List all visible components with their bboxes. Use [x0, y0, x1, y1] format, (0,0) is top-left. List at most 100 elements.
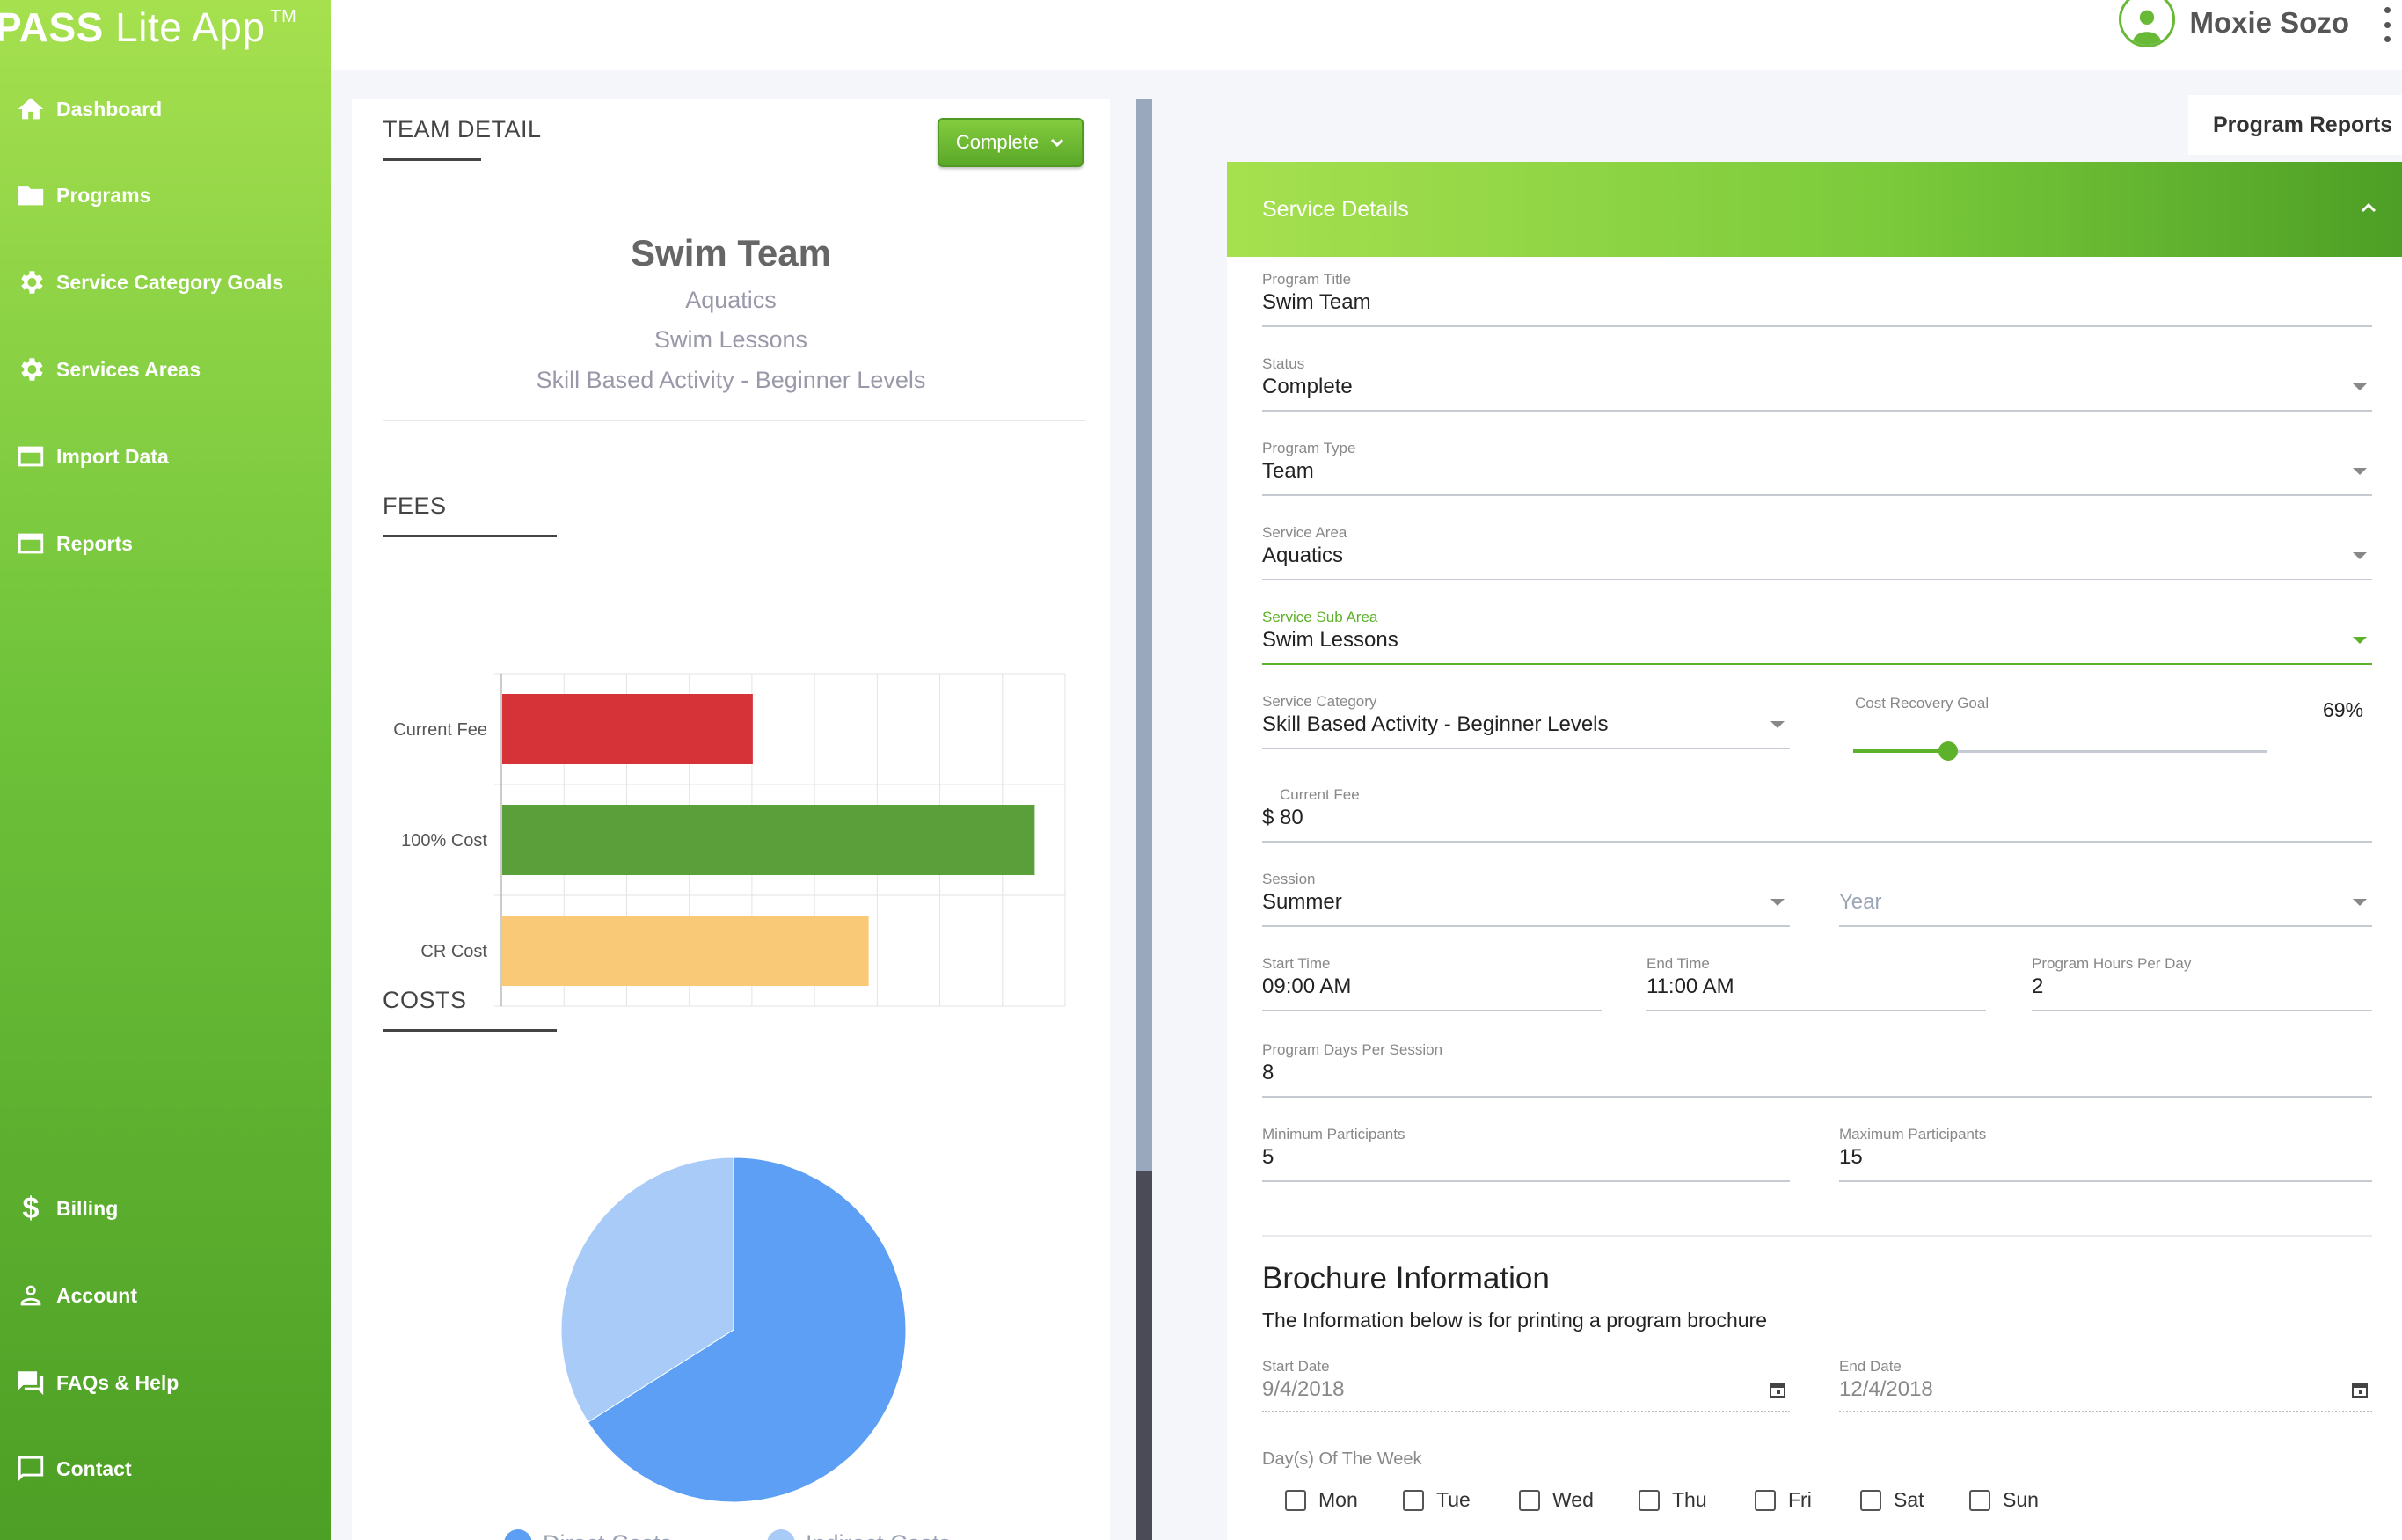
sidebar-item-programs[interactable]: Programs [0, 169, 331, 222]
checkbox-sat[interactable]: Sat [1860, 1488, 1924, 1512]
service-sub-area-select[interactable]: Service Sub Area Swim Lessons [1262, 609, 2372, 665]
more-options-icon[interactable] [2381, 7, 2393, 42]
end-time-field[interactable]: End Time 11:00 AM [1646, 955, 1986, 1011]
checkbox-box[interactable] [1860, 1489, 1881, 1511]
sidebar-item-label: Contact [56, 1456, 132, 1480]
folder-icon [14, 179, 47, 212]
checkbox-mon[interactable]: Mon [1285, 1488, 1358, 1512]
checkbox-box[interactable] [1403, 1489, 1424, 1511]
checkbox-box[interactable] [1969, 1489, 1990, 1511]
sidebar-item-import-data[interactable]: Import Data [0, 430, 331, 483]
brochure-title: Brochure Information [1262, 1261, 1550, 1295]
current-fee-field[interactable]: Current Fee $ 80 [1262, 786, 2372, 843]
cost-recovery-slider-fill [1853, 749, 1949, 753]
year-select[interactable]: Year [1839, 871, 2372, 927]
service-area-select[interactable]: Service Area Aquatics [1262, 524, 2372, 580]
days-per-session-field[interactable]: Program Days Per Session 8 [1262, 1041, 2372, 1098]
service-details-header[interactable]: Service Details [1227, 162, 2402, 257]
divider [383, 420, 1086, 421]
scrollbar-thumb[interactable] [1136, 1171, 1152, 1540]
field-value: 2 [2032, 974, 2044, 998]
chevron-down-icon [1051, 138, 1064, 148]
brand-bold: PASS [0, 4, 104, 50]
service-details-title: Service Details [1262, 196, 1409, 222]
service-category-select[interactable]: Service Category Skill Based Activity - … [1262, 693, 1790, 749]
chat-icon [14, 1366, 47, 1399]
field-label: Minimum Participants [1262, 1126, 1405, 1142]
field-value: 12/4/2018 [1839, 1377, 1933, 1401]
field-label: Current Fee [1280, 786, 1360, 803]
sidebar-item-account[interactable]: Account [0, 1269, 331, 1322]
pie-slice-indirect-costs [560, 1157, 734, 1423]
trademark: TM [270, 6, 297, 26]
person-icon [14, 1279, 47, 1312]
checkbox-box[interactable] [1755, 1489, 1776, 1511]
sidebar: PASS Lite App TM Dashboard Programs Servi… [0, 0, 331, 1540]
checkbox-thu[interactable]: Thu [1639, 1488, 1707, 1512]
sidebar-item-label: Service Category Goals [56, 270, 284, 294]
program-title-field[interactable]: Program Title Swim Team [1262, 271, 2372, 327]
sidebar-item-reports[interactable]: Reports [0, 517, 331, 570]
sidebar-item-faqs-help[interactable]: FAQs & Help [0, 1356, 331, 1409]
gear-icon [14, 353, 47, 386]
legend-label: Indirect Costs [806, 1530, 951, 1540]
brochure-note: The Information below is for printing a … [1262, 1309, 1768, 1332]
sidebar-item-dashboard[interactable]: Dashboard [0, 83, 331, 135]
chevron-up-icon[interactable] [2358, 197, 2379, 218]
brand-rest: Lite App [103, 4, 266, 50]
sidebar-item-contact[interactable]: Contact [0, 1442, 331, 1495]
legend-swatch [767, 1529, 795, 1540]
field-value: Skill Based Activity - Beginner Levels [1262, 712, 1609, 736]
field-value: 09:00 AM [1262, 974, 1352, 998]
start-time-field[interactable]: Start Time 09:00 AM [1262, 955, 1602, 1011]
dollar-icon: $ [22, 1191, 40, 1225]
sidebar-item-label: Services Areas [56, 357, 201, 381]
service-details-card: Service Details Program Title Swim Team … [1227, 162, 2402, 1540]
max-participants-field[interactable]: Maximum Participants 15 [1839, 1126, 2372, 1182]
dropdown-arrow-icon [2353, 552, 2367, 559]
bar-100-cost [502, 805, 1035, 875]
checkbox-fri[interactable]: Fri [1755, 1488, 1812, 1512]
end-date-field[interactable]: End Date 12/4/2018 [1839, 1358, 2372, 1412]
sidebar-item-label: Dashboard [56, 97, 163, 120]
checkbox-box[interactable] [1519, 1489, 1540, 1511]
legend-swatch [504, 1529, 532, 1540]
checkbox-label: Sun [2003, 1488, 2039, 1511]
dropdown-arrow-icon [2353, 383, 2367, 390]
cost-recovery-slider-track[interactable] [1853, 750, 2267, 753]
field-value: Team [1262, 459, 1314, 483]
calendar-icon[interactable] [1769, 1381, 1786, 1398]
sidebar-item-services-areas[interactable]: Services Areas [0, 343, 331, 396]
field-value: Swim Team [1262, 290, 1371, 314]
checkbox-box[interactable] [1285, 1489, 1306, 1511]
hours-per-day-field[interactable]: Program Hours Per Day 2 [2032, 955, 2372, 1011]
field-value: 11:00 AM [1646, 974, 1734, 998]
dropdown-arrow-icon [1770, 899, 1785, 906]
checkbox-label: Mon [1318, 1488, 1358, 1511]
field-label: Start Date [1262, 1358, 1330, 1375]
dropdown-arrow-icon [2353, 468, 2367, 475]
checkbox-sun[interactable]: Sun [1969, 1488, 2039, 1512]
dropdown-arrow-icon [1770, 721, 1785, 728]
start-date-field[interactable]: Start Date 9/4/2018 [1262, 1358, 1790, 1412]
tab-program-reports[interactable]: Program Reports [2188, 95, 2402, 155]
checkbox-tue[interactable]: Tue [1403, 1488, 1471, 1512]
checkbox-box[interactable] [1639, 1489, 1660, 1511]
status-select[interactable]: Status Complete [1262, 355, 2372, 412]
sidebar-item-label: Reports [56, 531, 133, 555]
status-dropdown-button[interactable]: Complete [938, 118, 1084, 167]
program-type-select[interactable]: Program Type Team [1262, 440, 2372, 496]
field-value: Aquatics [1262, 544, 1344, 567]
sidebar-item-billing[interactable]: $ Billing [0, 1182, 331, 1235]
min-participants-field[interactable]: Minimum Participants 5 [1262, 1126, 1790, 1182]
team-subtitle: Aquatics [685, 287, 777, 313]
cost-recovery-goal-label: Cost Recovery Goal [1855, 695, 1989, 712]
cost-recovery-slider-thumb[interactable] [1938, 741, 1959, 761]
user-menu[interactable]: Moxie Sozo [2119, 0, 2349, 47]
y-tick-label: Current Fee [393, 720, 487, 740]
checkbox-wed[interactable]: Wed [1519, 1488, 1594, 1512]
window-icon [14, 440, 47, 473]
calendar-icon[interactable] [2351, 1381, 2369, 1398]
session-select[interactable]: Session Summer [1262, 871, 1790, 927]
sidebar-item-service-category-goals[interactable]: Service Category Goals [0, 256, 331, 309]
